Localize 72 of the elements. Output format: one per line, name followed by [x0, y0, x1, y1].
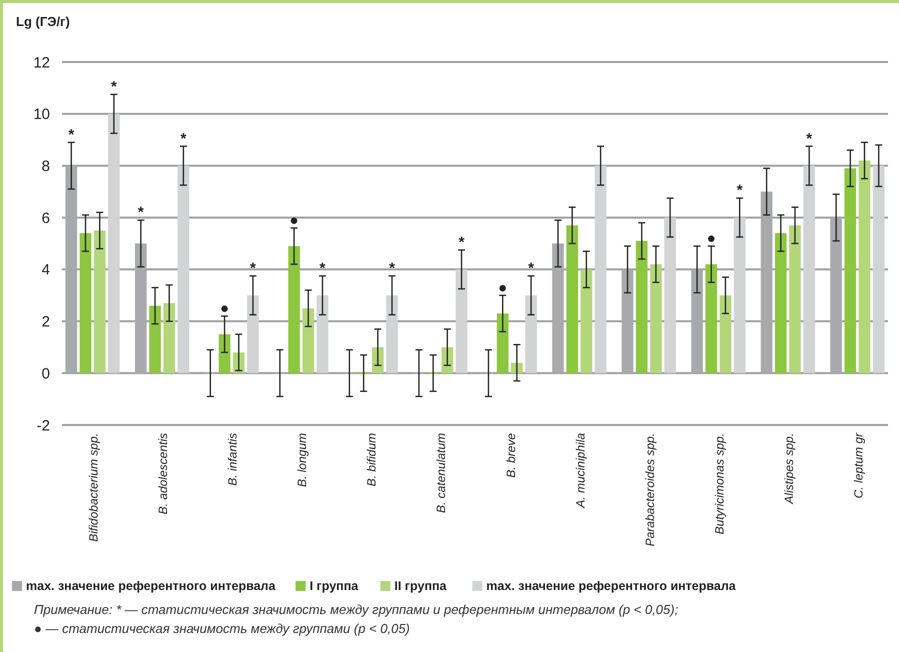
- bar: [178, 166, 190, 374]
- bar: [496, 314, 508, 374]
- y-tick-label: 12: [33, 54, 50, 72]
- bar: [720, 295, 732, 374]
- bar: [456, 269, 468, 374]
- data-label: *: [736, 182, 743, 200]
- y-axis-title: Lg (ГЭ/г): [16, 14, 70, 29]
- data-label: *: [320, 260, 326, 277]
- bar: [163, 303, 176, 374]
- bar: [664, 218, 676, 374]
- legend-label: II группа: [394, 579, 448, 593]
- x-tick-label: B. adolescentis: [156, 433, 170, 514]
- bar: [247, 295, 259, 374]
- x-tick-label: Bifidobacterium spp.: [86, 433, 101, 542]
- bar: [636, 240, 648, 374]
- bar: [789, 225, 801, 374]
- y-tick-label: 4: [42, 262, 50, 279]
- data-label: ●: [706, 230, 716, 248]
- bar: [705, 264, 718, 374]
- bar: [525, 295, 537, 374]
- legend-label: max. значение референтного интервала: [486, 579, 737, 593]
- text: Примечание: * — статистическая значимость между группами и референтным интервалом (p < 0,05);: [34, 602, 679, 617]
- bar: [734, 218, 746, 374]
- data-label: *: [250, 260, 256, 277]
- data-label: *: [458, 234, 465, 251]
- x-tick-label: B. longum: [295, 433, 310, 488]
- bar: [650, 264, 662, 374]
- x-tick-label: B. catenulatum: [434, 433, 448, 514]
- bar: [566, 225, 578, 374]
- data-label: *: [389, 260, 396, 277]
- bar: [774, 233, 787, 374]
- x-tick-label: B. infantis: [226, 433, 240, 486]
- x-tick-label: C. leptum gr: [851, 432, 866, 498]
- data-label: ●: [498, 279, 508, 296]
- bar: [803, 166, 815, 374]
- y-tick-label: 8: [42, 158, 50, 175]
- data-label: *: [68, 126, 74, 144]
- bar: [858, 160, 870, 374]
- data-label: *: [110, 78, 117, 96]
- data-label: *: [180, 130, 186, 148]
- legend-label: max. значение референтного интервала: [26, 579, 276, 593]
- data-label: ●: [220, 300, 230, 318]
- data-label: ●: [290, 212, 299, 229]
- text: ● — статистическая значимость между группами (p < 0,05): [34, 621, 410, 636]
- x-tick-label: A. muciniphila: [573, 432, 588, 509]
- y-tick-label: -2: [36, 417, 50, 434]
- y-tick-label: 10: [33, 106, 50, 124]
- x-tick-label: B. breve: [504, 432, 518, 478]
- bar: [80, 233, 92, 374]
- bar: [302, 308, 314, 374]
- data-label: *: [138, 204, 144, 222]
- y-tick-label: 0: [42, 365, 50, 382]
- bar: [218, 334, 230, 374]
- bar: [316, 295, 328, 374]
- x-tick-label: Alistipes spp.: [782, 433, 796, 505]
- bar: [288, 246, 300, 374]
- bar: [594, 166, 606, 374]
- x-tick-label: B. bifidum: [364, 433, 379, 486]
- data-label: *: [528, 260, 534, 277]
- bar: [580, 269, 592, 374]
- bar: [386, 295, 398, 374]
- y-tick-label: 2: [42, 314, 50, 331]
- x-tick-label: Butyricimonas spp.: [712, 433, 726, 534]
- data-label: *: [806, 130, 812, 148]
- bar: [108, 114, 120, 374]
- y-tick-label: 6: [42, 210, 50, 227]
- legend-label: I группа: [310, 579, 360, 593]
- x-tick-label: Parabacteroides spp.: [642, 433, 657, 546]
- bar: [149, 306, 161, 374]
- bar: [844, 168, 856, 374]
- bar: [872, 166, 885, 374]
- bar: [94, 230, 106, 374]
